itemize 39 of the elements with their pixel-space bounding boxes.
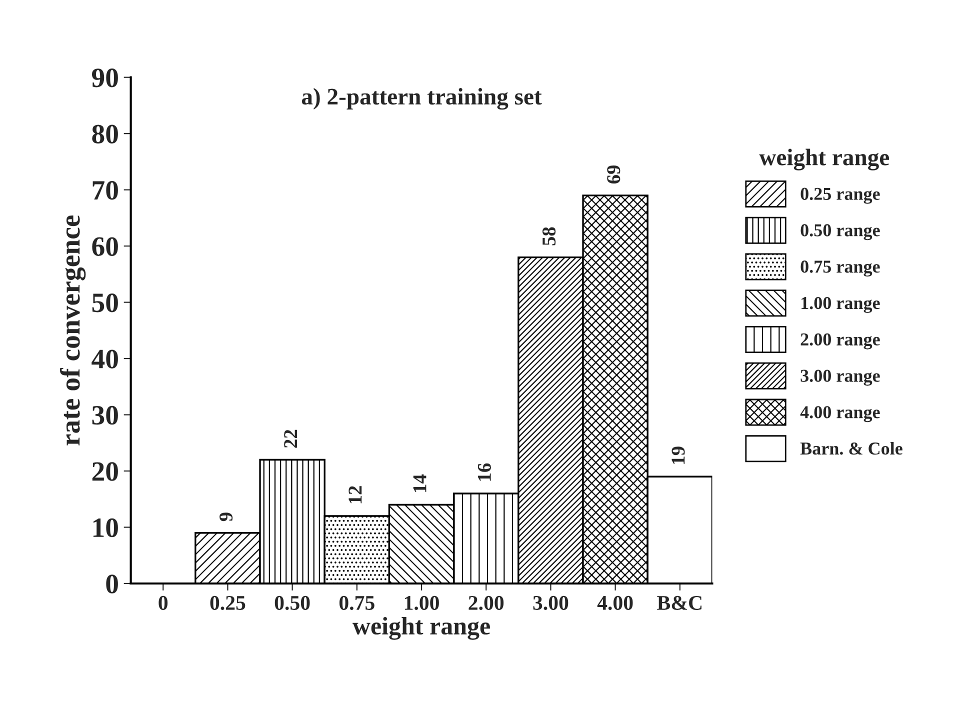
data-label: 58	[542, 227, 556, 246]
y-tick-label: 70	[92, 180, 118, 200]
x-tick-label: 4.00	[597, 596, 633, 610]
legend-label: 1.00 range	[802, 296, 880, 313]
x-tick-label: 3.00	[533, 596, 568, 610]
x-tick-label: 2.00	[468, 596, 504, 610]
y-tick-label: 10	[93, 518, 118, 538]
legend-label: Barn. & Cole	[800, 442, 902, 455]
legend-label: 0.50 range	[800, 224, 880, 240]
x-tick-label: 0.50	[274, 596, 310, 610]
x-tick-label: 0.25	[210, 596, 246, 610]
chart-title: a) 2-pattern training set	[302, 88, 542, 110]
legend-label: 3.00 range	[800, 370, 880, 386]
y-tick-label: 90	[92, 68, 118, 88]
y-tick-label: 30	[92, 406, 118, 425]
data-label: 14	[413, 474, 426, 492]
x-tick-label: 0	[158, 596, 168, 610]
data-label: 12	[348, 486, 362, 504]
y-tick-label: 40	[92, 350, 118, 368]
data-label: 16	[478, 463, 491, 481]
x-tick-label: B&C	[657, 596, 702, 610]
data-label: 69	[607, 165, 620, 184]
x-axis-title: weight range	[352, 616, 490, 640]
y-tick-label: 0	[106, 574, 118, 594]
y-tick-label: 20	[92, 462, 118, 481]
data-label: 19	[672, 446, 685, 464]
y-axis-title: rate of convergence	[60, 215, 86, 446]
x-tick-label: 0.75	[339, 596, 374, 610]
legend-label: 0.75 range	[800, 260, 880, 277]
legend-label: 2.00 range	[800, 333, 880, 350]
y-tick-label: 50	[92, 293, 118, 312]
legend-label: 4.00 range	[800, 406, 880, 422]
x-tick-label: 1.00	[404, 596, 439, 610]
legend-label: 0.25 range	[800, 188, 880, 204]
data-label: 9	[220, 512, 233, 522]
data-label: 22	[284, 430, 297, 448]
y-tick-label: 80	[92, 124, 118, 144]
y-tick-label: 60	[92, 237, 118, 256]
legend-title: weight range	[759, 148, 890, 170]
